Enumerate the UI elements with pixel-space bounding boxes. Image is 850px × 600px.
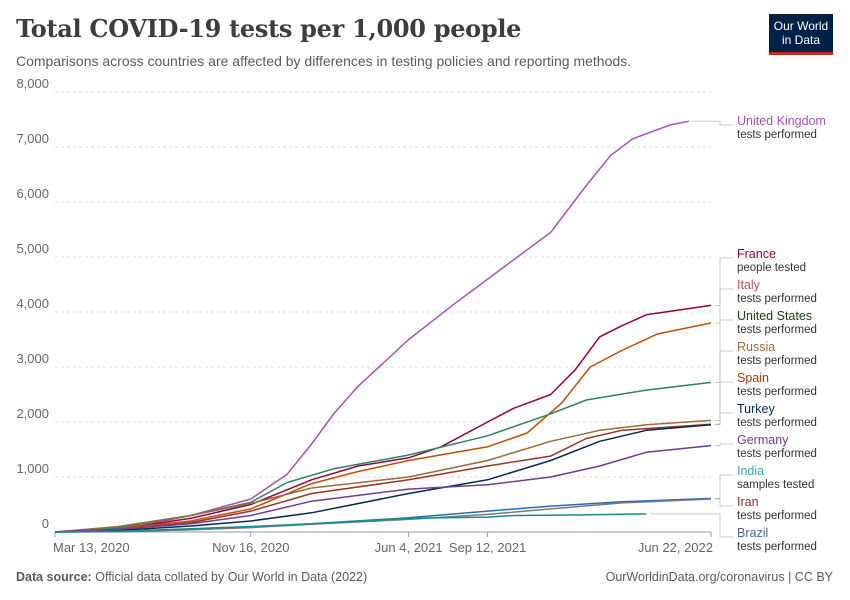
series-label-name[interactable]: Brazil (737, 526, 768, 540)
series-label-subtitle: samples tested (737, 479, 814, 491)
series-label-subtitle: tests performed (737, 510, 817, 522)
series-label-name[interactable]: Turkey (737, 402, 775, 416)
label-connector (715, 350, 733, 421)
series-line[interactable] (54, 513, 647, 533)
label-connector (715, 474, 733, 499)
y-tick-label: 6,000 (16, 186, 49, 201)
series-line[interactable] (54, 419, 712, 533)
footer-link[interactable]: OurWorldinData.org/coronavirus | CC BY (605, 570, 833, 584)
chart-title: Total COVID-19 tests per 1,000 people (16, 14, 522, 43)
y-tick-label: 1,000 (16, 461, 49, 476)
y-tick-label: 8,000 (16, 76, 49, 91)
y-tick-label: 4,000 (16, 296, 49, 311)
chart-subtitle: Comparisons across countries are affecte… (16, 53, 632, 69)
series-line[interactable] (54, 304, 712, 533)
series-label-name[interactable]: Spain (737, 371, 769, 385)
data-source: Data source: Official data collated by O… (16, 570, 367, 584)
label-connector (715, 288, 733, 324)
x-tick-label: Jun 22, 2022 (638, 540, 713, 555)
y-tick-label: 3,000 (16, 351, 49, 366)
y-tick-label: 0 (42, 516, 49, 531)
series-label-name[interactable]: France (737, 247, 776, 261)
data-source-text[interactable]: Official data collated by Our World in D… (95, 570, 368, 584)
series-label-subtitle: people tested (737, 262, 806, 274)
series-label-name[interactable]: Italy (737, 278, 761, 292)
series-label-name[interactable]: India (737, 464, 764, 478)
series-line[interactable] (54, 444, 712, 533)
y-tick-label: 5,000 (16, 241, 49, 256)
label-connector (650, 513, 733, 538)
label-connector (715, 257, 733, 306)
series-label-name[interactable]: Germany (737, 433, 789, 447)
series-label-subtitle: tests performed (737, 355, 817, 367)
series-label-subtitle: tests performed (737, 386, 817, 398)
x-tick-label: Sep 12, 2021 (449, 540, 526, 555)
series-label-name[interactable]: United Kingdom (737, 114, 826, 128)
series-label-name[interactable]: Iran (737, 495, 759, 509)
series-line[interactable] (54, 322, 712, 533)
label-connector (715, 412, 733, 426)
series-label-subtitle: tests performed (737, 293, 817, 305)
label-connector (715, 443, 733, 447)
logo-line-1: Our World (773, 19, 829, 33)
series-label-subtitle: tests performed (737, 541, 817, 553)
label-connector (715, 498, 733, 507)
series-label-name[interactable]: Russia (737, 340, 775, 354)
series-label-subtitle: tests performed (737, 448, 817, 460)
label-connector (692, 120, 733, 126)
owid-logo[interactable]: Our World in Data (769, 14, 833, 55)
series-label-name[interactable]: United States (737, 309, 812, 323)
x-tick-label: Jun 4, 2021 (375, 540, 443, 555)
logo-line-2: in Data (781, 33, 821, 47)
series-label-subtitle: tests performed (737, 129, 817, 141)
series-line[interactable] (54, 424, 712, 533)
series-line[interactable] (54, 381, 712, 533)
series-line[interactable] (54, 120, 690, 533)
label-connector (715, 381, 733, 425)
x-tick-label: Nov 16, 2020 (212, 540, 289, 555)
series-label-subtitle: tests performed (737, 417, 817, 429)
series-label-subtitle: tests performed (737, 324, 817, 336)
y-tick-label: 2,000 (16, 406, 49, 421)
y-tick-label: 7,000 (16, 131, 49, 146)
series-line[interactable] (54, 423, 712, 533)
x-tick-label: Mar 13, 2020 (53, 540, 130, 555)
data-source-label: Data source: (16, 570, 92, 584)
